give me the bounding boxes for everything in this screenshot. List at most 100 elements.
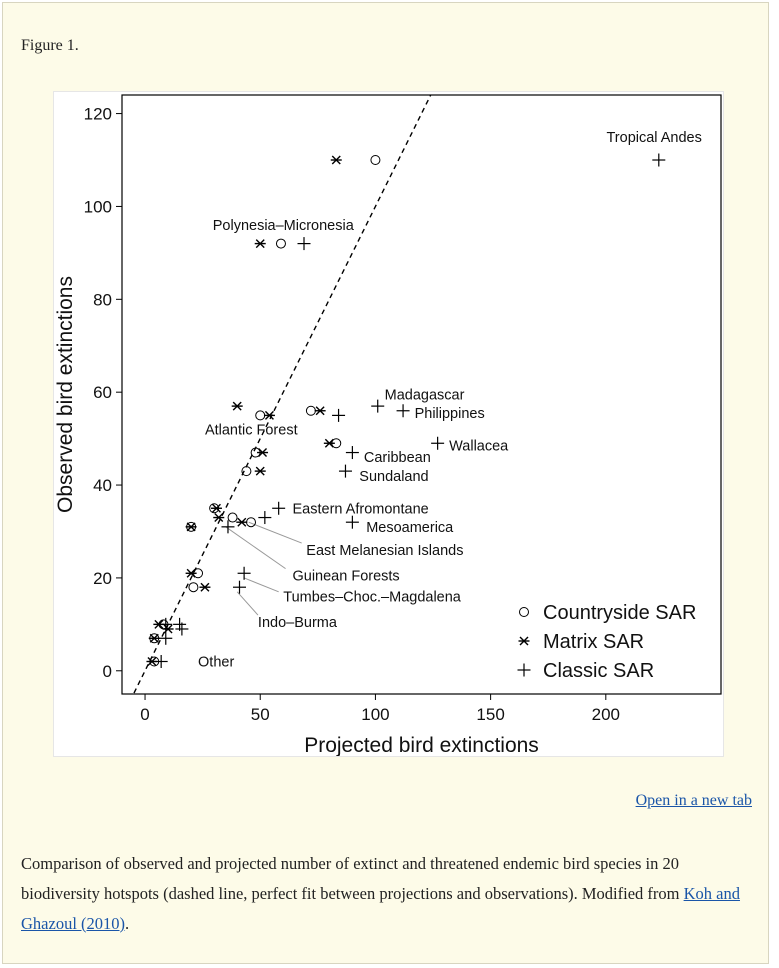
data-point (345, 446, 359, 460)
legend-marker (519, 607, 529, 617)
series-plus (154, 153, 666, 668)
caption-text: Comparison of observed and projected num… (21, 854, 684, 903)
legend-label: Countryside SAR (543, 602, 696, 624)
y-tick-label: 0 (103, 662, 112, 681)
citation-link[interactable]: Koh and Ghazoul (2010) (21, 884, 740, 933)
data-point (332, 408, 346, 422)
x-axis-label: Projected bird extinctions (304, 734, 539, 756)
open-in-new-tab-link[interactable]: Open in a new tab (635, 792, 752, 809)
data-point (232, 580, 246, 594)
data-point (210, 503, 222, 513)
data-point (431, 436, 445, 450)
point-annotation: Other (198, 654, 234, 670)
perfect-fit-line (132, 95, 432, 694)
x-tick-label: 0 (140, 705, 149, 724)
chart-figure: 0 50 100 150 200 0 20 40 60 80 100 120 Projected bir… (53, 91, 724, 757)
data-point (236, 517, 248, 527)
plot-frame (121, 94, 722, 695)
data-point (241, 466, 252, 477)
circle-marker-shape (188, 582, 199, 593)
circle-marker-shape (246, 517, 257, 528)
figure-caption: Comparison of observed and projected num… (21, 849, 756, 939)
data-point (213, 513, 225, 523)
data-point (305, 405, 316, 416)
data-point (371, 399, 385, 413)
y-tick-label: 60 (93, 383, 112, 402)
data-point (370, 155, 381, 166)
data-point (199, 582, 211, 592)
data-point (159, 631, 173, 645)
asterisk-stroke (186, 568, 196, 578)
data-point (338, 464, 352, 478)
asterisk-stroke (163, 624, 173, 634)
legend-marker (518, 636, 530, 646)
point-annotation: Madagascar (385, 388, 465, 404)
data-point (159, 617, 173, 631)
data-point (246, 517, 257, 528)
data-point (175, 622, 189, 636)
data-point (323, 438, 335, 448)
data-point (185, 568, 197, 578)
point-annotation: Polynesia–Micronesia (213, 218, 355, 234)
asterisk-stroke (237, 517, 247, 527)
y-tick-label: 20 (93, 569, 112, 588)
asterisk-stroke (255, 239, 265, 249)
data-point (237, 566, 251, 580)
y-axis-label: Observed bird extinctions (54, 276, 77, 513)
x-tick-label: 150 (476, 705, 504, 724)
y-tick-label: 120 (84, 105, 112, 124)
circle-marker-shape (227, 512, 238, 523)
asterisk-stroke (211, 503, 221, 513)
data-point (254, 466, 266, 476)
asterisk-stroke (200, 582, 210, 592)
data-point (314, 406, 326, 416)
data-point (227, 512, 238, 523)
data-point (297, 237, 311, 251)
point-annotation: Tumbes–Choc.–Magdalena (283, 589, 462, 605)
x-tick-label: 200 (592, 705, 620, 724)
point-annotation: Indo–Burma (258, 615, 338, 631)
leader-line (236, 591, 259, 616)
point-annotation: Atlantic Forest (205, 422, 298, 438)
asterisk-stroke (315, 406, 325, 416)
asterisk-stroke (154, 619, 164, 629)
point-annotation: Sundaland (359, 469, 428, 485)
asterisk-stroke (519, 636, 529, 646)
point-annotation: Philippines (415, 406, 485, 422)
data-point (330, 155, 342, 165)
asterisk-stroke (149, 633, 159, 643)
x-tick-label: 50 (251, 705, 270, 724)
leader-line (243, 577, 279, 593)
circle-marker-shape (519, 607, 529, 617)
circle-marker-shape (255, 410, 266, 421)
asterisk-stroke (186, 522, 196, 532)
figure-panel: Figure 1. 0 50 100 150 200 0 20 40 60 80 100 120 Pro… (2, 2, 769, 964)
data-point (272, 501, 286, 515)
data-point (148, 633, 160, 643)
data-point (255, 410, 266, 421)
point-annotation: Tropical Andes (606, 130, 701, 146)
point-annotation: Wallacea (449, 439, 509, 455)
caption-tail: . (125, 914, 130, 933)
legend-marker (517, 663, 531, 677)
series-asterisk (146, 155, 342, 666)
circle-marker-shape (241, 466, 252, 477)
figure-label: Figure 1. (21, 37, 79, 54)
data-point (154, 654, 168, 668)
data-point (652, 153, 666, 167)
asterisk-stroke (331, 155, 341, 165)
y-tick-label: 80 (93, 290, 112, 309)
x-tick-label: 100 (361, 705, 389, 724)
legend-label: Classic SAR (543, 660, 654, 682)
asterisk-stroke (264, 410, 274, 420)
asterisk-stroke (147, 657, 157, 666)
data-point (188, 582, 199, 593)
asterisk-stroke (214, 513, 224, 523)
legend-label: Matrix SAR (543, 631, 644, 653)
point-annotation: Mesoamerica (366, 520, 454, 536)
asterisk-stroke (324, 438, 334, 448)
data-point (275, 238, 286, 249)
data-point (185, 522, 197, 532)
asterisk-stroke (258, 448, 268, 458)
data-point (257, 448, 269, 458)
